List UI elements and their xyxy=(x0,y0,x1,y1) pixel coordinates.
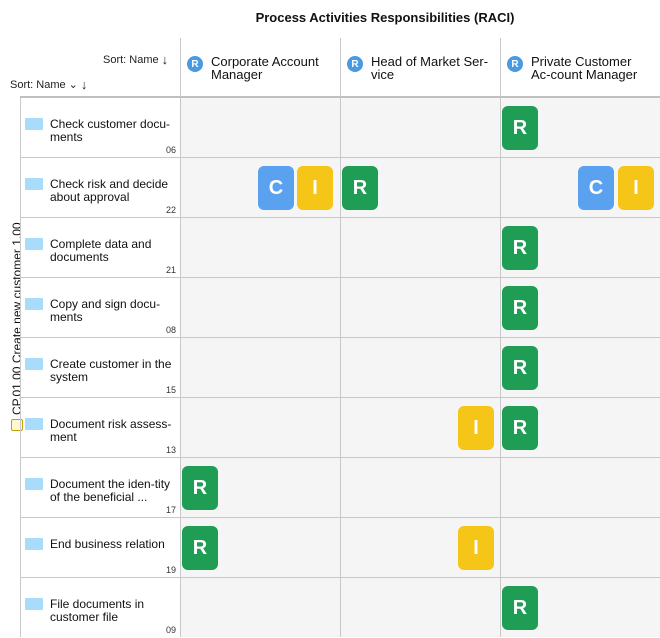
sort-arrow-icon: ↓ xyxy=(80,77,88,92)
activity-name: Complete data and documents xyxy=(50,237,152,264)
column-label: Corporate Account Manager xyxy=(211,54,319,82)
activity-number: 21 xyxy=(165,265,176,275)
raci-cell-r[interactable]: R xyxy=(182,526,218,570)
activity-icon xyxy=(25,118,43,130)
column-header[interactable]: R Head of Market Ser-vice xyxy=(347,55,491,81)
activity-number: 08 xyxy=(165,325,176,335)
activity-name: Document the iden-tity of the beneficial… xyxy=(50,477,171,504)
chevron-down-icon: ⌄ xyxy=(68,79,78,91)
process-group: CP.01.00 Create new customer 1.00 xyxy=(0,97,24,637)
sort-label: Sort: Name xyxy=(10,78,66,91)
activity-icon xyxy=(25,178,43,190)
activity-number: 15 xyxy=(165,385,176,395)
sort-label: Sort: Name xyxy=(103,53,159,66)
activity-name: File documents in customer file xyxy=(50,597,145,624)
column-header[interactable]: R Private Customer Ac-count Manager xyxy=(507,55,651,81)
activity-row[interactable]: File documents in customer file 09 xyxy=(20,578,180,638)
activity-row[interactable]: Create customer in the system 15 xyxy=(20,338,180,398)
raci-cell-c[interactable]: C xyxy=(258,166,294,210)
grid-line xyxy=(20,96,660,98)
raci-cell-r[interactable]: R xyxy=(502,106,538,150)
raci-cell-r[interactable]: R xyxy=(182,466,218,510)
activity-icon xyxy=(25,358,43,370)
activity-icon xyxy=(25,598,43,610)
activity-row[interactable]: Check risk and decide about approval 22 xyxy=(20,158,180,218)
activity-row[interactable]: Copy and sign docu-ments 08 xyxy=(20,278,180,338)
activity-number: 19 xyxy=(165,565,176,575)
activity-row[interactable]: End business relation 19 xyxy=(20,518,180,578)
activity-row[interactable]: Check customer docu-ments 06 xyxy=(20,98,180,158)
column-label: Private Customer Ac-count Manager xyxy=(531,54,638,82)
raci-cell-i[interactable]: I xyxy=(458,406,494,450)
raci-cell-r[interactable]: R xyxy=(502,586,538,630)
grid-line xyxy=(20,157,660,158)
role-icon: R xyxy=(507,56,523,72)
activity-name: Document risk assess-ment xyxy=(50,417,172,444)
activity-number: 17 xyxy=(165,505,176,515)
activity-name: Check risk and decide about approval xyxy=(50,177,169,204)
activity-icon xyxy=(25,418,43,430)
raci-cell-r[interactable]: R xyxy=(502,226,538,270)
page-title: Process Activities Responsibilities (RAC… xyxy=(255,10,515,25)
column-header[interactable]: R Corporate Account Manager xyxy=(187,55,331,81)
sort-rows-control[interactable]: Sort: Name ⌄ ↓ xyxy=(10,77,87,92)
activity-icon xyxy=(25,298,43,310)
activity-icon xyxy=(25,538,43,550)
grid-line xyxy=(20,337,660,338)
raci-cell-r[interactable]: R xyxy=(502,286,538,330)
activity-icon xyxy=(25,478,43,490)
grid-line xyxy=(20,397,660,398)
activity-row[interactable]: Complete data and documents 21 xyxy=(20,218,180,278)
activity-name: End business relation xyxy=(50,537,165,551)
grid-line xyxy=(20,217,660,218)
activity-name: Check customer docu-ments xyxy=(50,117,171,144)
activity-name: Copy and sign docu-ments xyxy=(50,297,161,324)
grid-line xyxy=(20,97,21,637)
sort-columns-control[interactable]: Sort: Name ↓ xyxy=(103,52,168,67)
activity-row[interactable]: Document risk assess-ment 13 xyxy=(20,398,180,458)
activity-number: 22 xyxy=(165,205,176,215)
role-icon: R xyxy=(187,56,203,72)
raci-cell-r[interactable]: R xyxy=(342,166,378,210)
activity-row[interactable]: Document the iden-tity of the beneficial… xyxy=(20,458,180,518)
grid-line xyxy=(20,577,660,578)
grid-line xyxy=(20,277,660,278)
activity-icon xyxy=(25,238,43,250)
role-icon: R xyxy=(347,56,363,72)
grid-line xyxy=(20,457,660,458)
activity-number: 09 xyxy=(165,625,176,635)
activity-name: Create customer in the system xyxy=(50,357,172,384)
column-label: Head of Market Ser-vice xyxy=(371,54,489,82)
raci-cell-c[interactable]: C xyxy=(578,166,614,210)
raci-cell-i[interactable]: I xyxy=(297,166,333,210)
raci-cell-r[interactable]: R xyxy=(502,346,538,390)
grid-line xyxy=(20,517,660,518)
raci-cell-r[interactable]: R xyxy=(502,406,538,450)
sort-arrow-icon: ↓ xyxy=(161,52,169,67)
raci-cell-i[interactable]: I xyxy=(618,166,654,210)
activity-number: 06 xyxy=(165,145,176,155)
raci-cell-i[interactable]: I xyxy=(458,526,494,570)
activity-number: 13 xyxy=(165,445,176,455)
